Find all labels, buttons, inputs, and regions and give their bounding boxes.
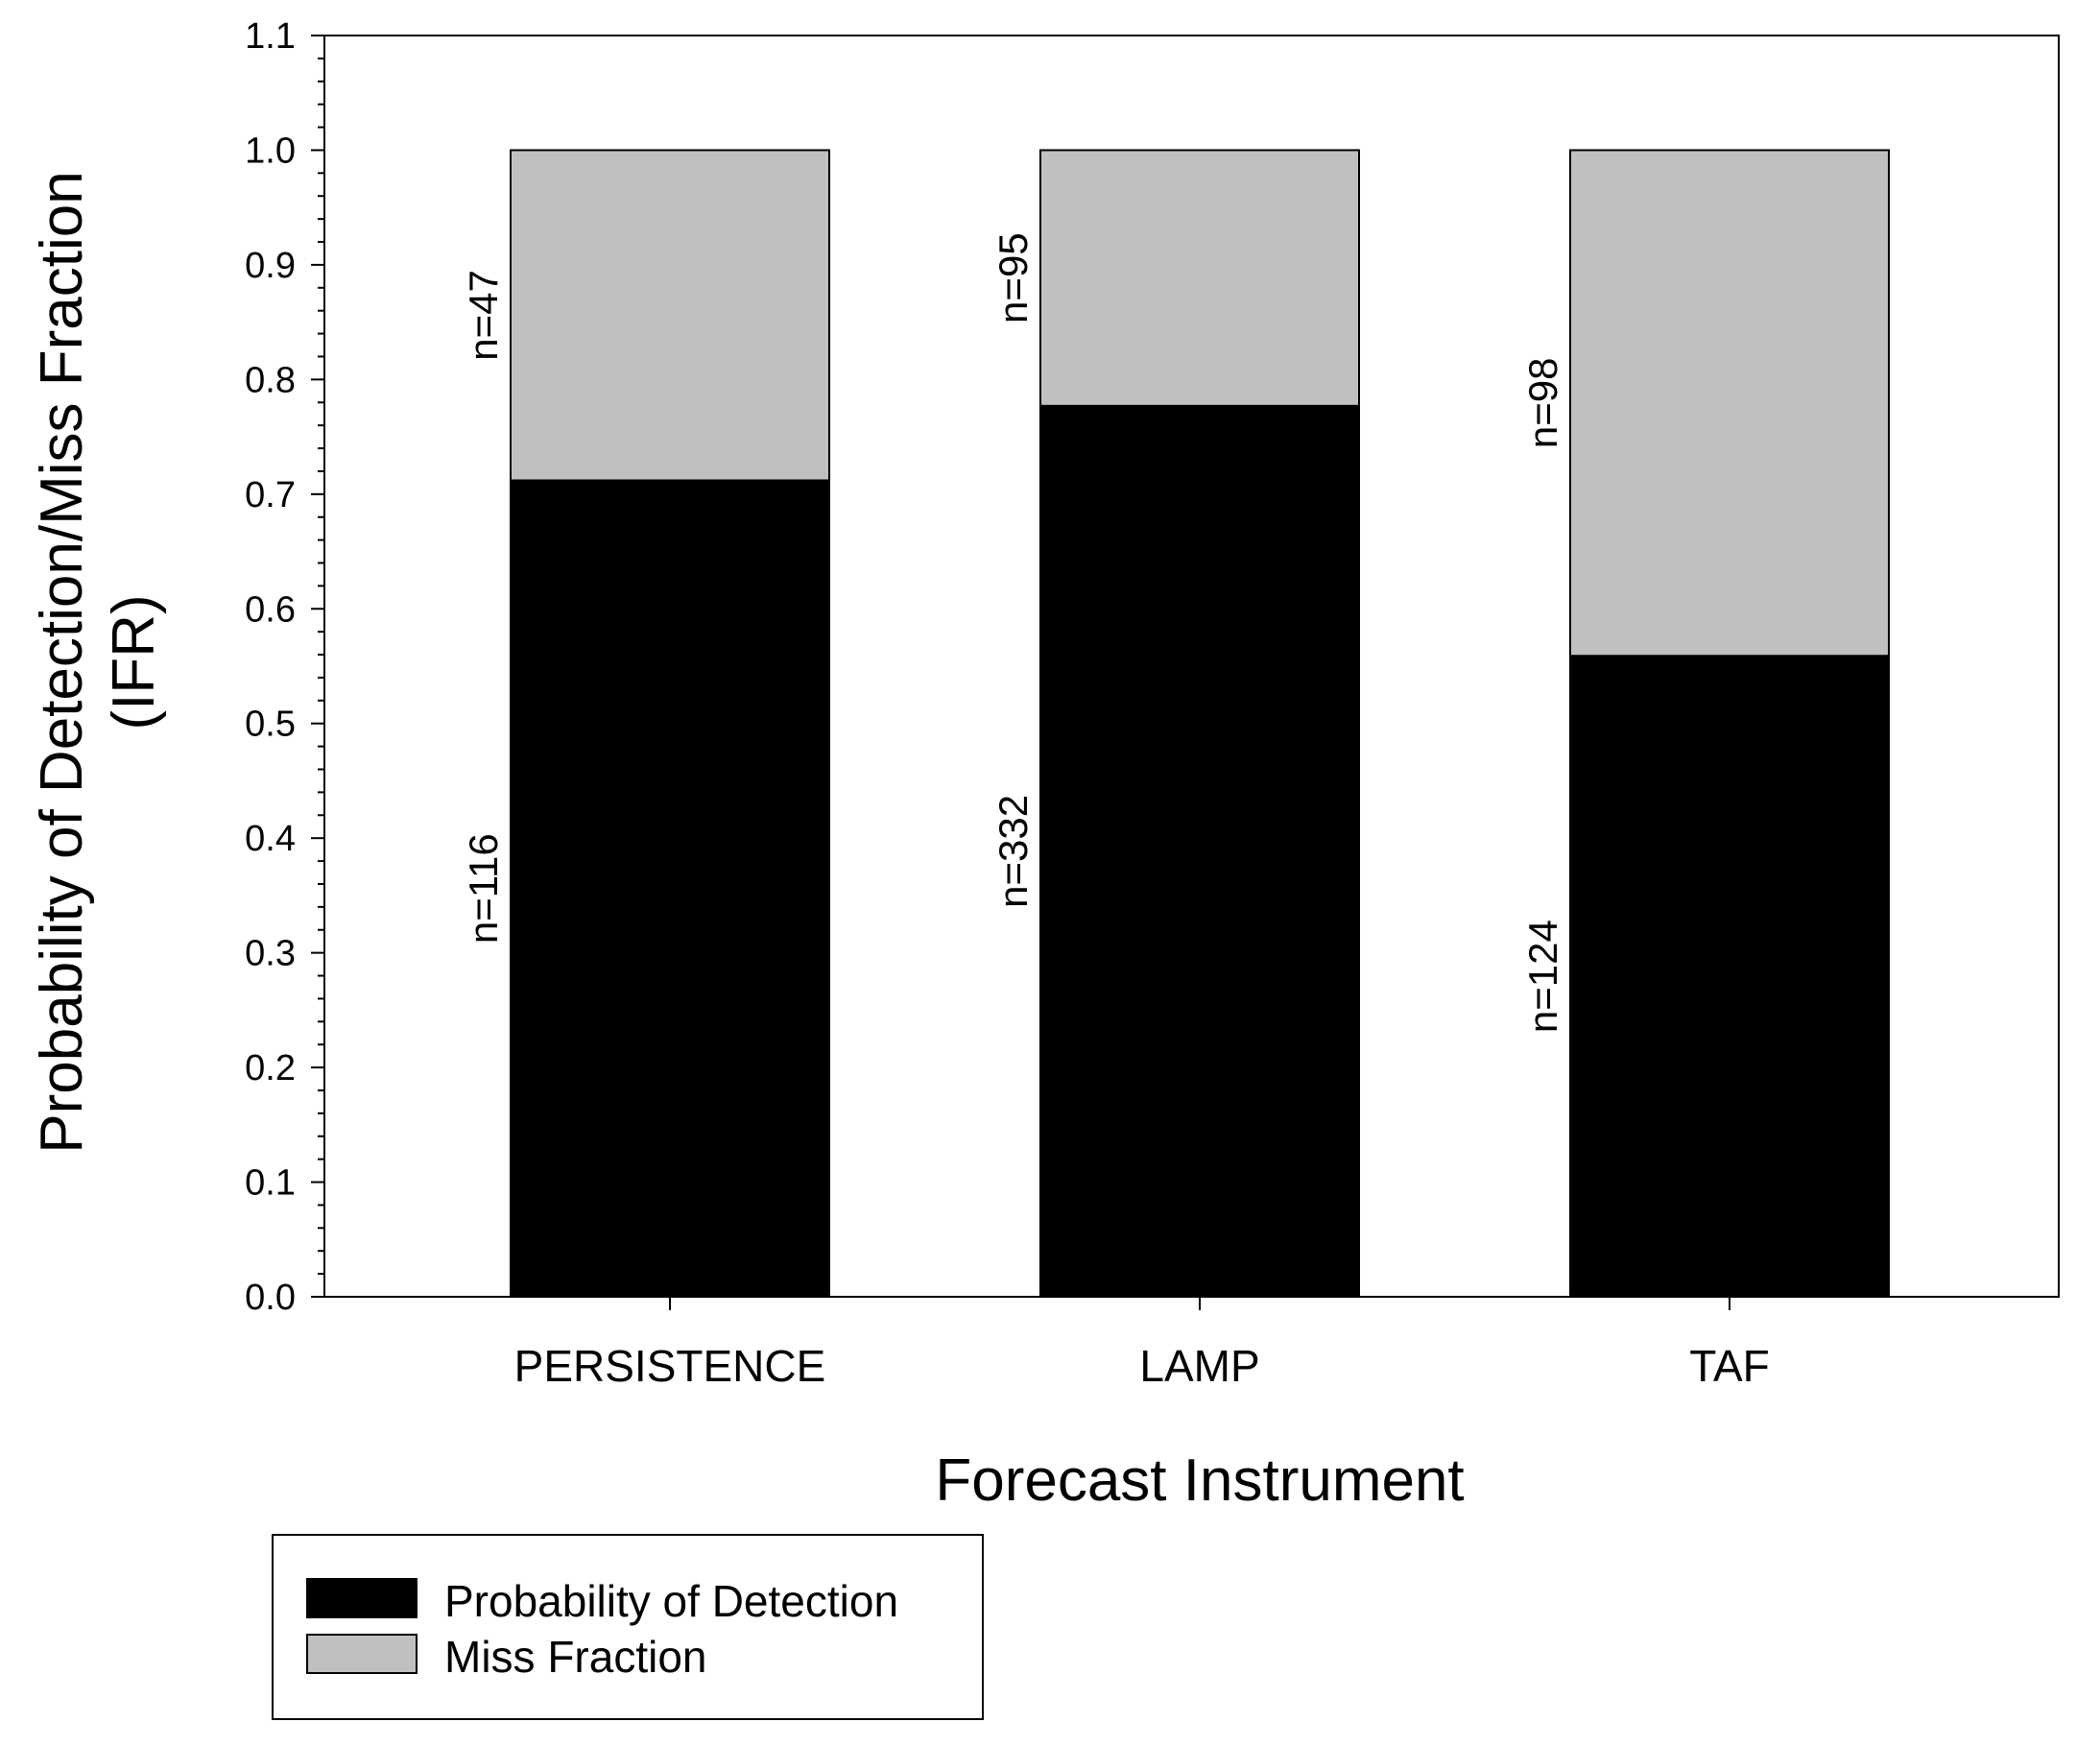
y-tick-label: 0.7 xyxy=(245,475,296,515)
count-label: n=47 xyxy=(461,270,506,361)
y-tick-label: 0.2 xyxy=(245,1048,296,1088)
y-axis-title-line2: (IFR) xyxy=(101,594,167,729)
count-label: n=124 xyxy=(1520,920,1565,1033)
count-label: n=98 xyxy=(1520,358,1565,449)
legend-label-detection: Probability of Detection xyxy=(444,1576,898,1626)
x-category-label: PERSISTENCE xyxy=(514,1341,826,1391)
legend-swatch-miss xyxy=(306,1634,418,1674)
legend-swatch-detection xyxy=(306,1578,418,1618)
bar-detection xyxy=(1569,655,1890,1298)
legend-label-miss: Miss Fraction xyxy=(444,1632,706,1682)
legend-box xyxy=(272,1534,984,1720)
count-label: n=95 xyxy=(990,232,1036,323)
y-tick-label: 0.3 xyxy=(245,934,296,974)
legend: Probability of Detection Miss Fraction xyxy=(272,1534,984,1720)
y-tick-label: 0.5 xyxy=(245,705,296,745)
bar-miss xyxy=(1039,149,1360,407)
y-axis-title: Probability of Detection/Miss Fraction xyxy=(29,171,95,1153)
x-category-label: TAF xyxy=(1689,1341,1769,1391)
bar-detection xyxy=(1039,404,1360,1298)
y-tick-label: 1.1 xyxy=(245,16,296,57)
count-label: n=332 xyxy=(990,795,1036,908)
bar-detection xyxy=(510,479,830,1298)
y-tick-label: 0.9 xyxy=(245,246,296,286)
count-label: n=116 xyxy=(461,833,506,944)
y-tick-label: 0.1 xyxy=(245,1163,296,1204)
y-tick-label: 1.0 xyxy=(245,131,296,171)
x-axis-title: Forecast Instrument xyxy=(935,1447,1464,1514)
y-tick-label: 0.4 xyxy=(245,819,296,859)
bar-miss xyxy=(510,149,830,482)
y-tick-label: 0.6 xyxy=(245,589,296,630)
y-tick-label: 0.8 xyxy=(245,360,296,400)
bar-miss xyxy=(1569,149,1890,658)
y-tick-label: 0.0 xyxy=(245,1278,296,1318)
x-category-label: LAMP xyxy=(1139,1341,1259,1391)
plot-area: 0.0 0.1 0.2 0.3 0.4 0.5 0.6 0.7 0.8 0.9 1.0 1.1 n=11… xyxy=(245,16,2060,1391)
